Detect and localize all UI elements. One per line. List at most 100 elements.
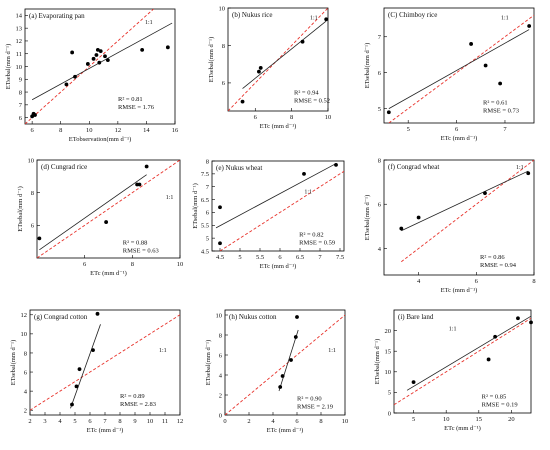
y-tick-label: 6 xyxy=(19,115,23,122)
x-tick-label: 5 xyxy=(238,254,241,261)
chart-panel-5: 4.5 5 5.5 6 6.5 7 7.5 4.5 5 5.5 6 6.5 7 7.5 8 (e) Nukus… xyxy=(192,158,345,270)
data-point xyxy=(70,402,74,407)
data-point xyxy=(278,385,283,389)
panel-title: (i) Bare land xyxy=(398,313,434,321)
panel-title: (b) Nukus rice xyxy=(232,11,272,19)
y-tick-label: 6 xyxy=(378,70,382,77)
data-point xyxy=(77,367,82,372)
x-tick-label: 3 xyxy=(43,418,46,425)
data-point xyxy=(493,334,498,339)
r-squared-label: R² = 0.61 xyxy=(483,100,508,107)
y-tick-label: 8 xyxy=(19,89,22,96)
y-axis-label: ETsebal(mm d⁻¹) xyxy=(374,339,381,385)
y-tick-label: 6 xyxy=(219,352,223,359)
panel-title: (h) Nukus cotton xyxy=(229,313,277,321)
y-axis-label: ETsebal(mm d⁻¹) xyxy=(192,183,199,229)
plot-frame xyxy=(227,7,329,112)
y-tick-label: 12 xyxy=(16,38,23,45)
data-point xyxy=(218,205,222,210)
one-to-one-line xyxy=(219,170,344,251)
x-tick-label: 5 xyxy=(407,126,410,133)
y-axis-label: ETsebal(mm d⁻¹) xyxy=(205,340,212,386)
y-tick-label: 4.5 xyxy=(201,248,209,255)
x-tick-label: 5 xyxy=(73,418,76,425)
one-to-one-label: 1:1 xyxy=(159,348,167,354)
data-point xyxy=(85,62,90,66)
y-tick-label: 12 xyxy=(21,312,28,319)
x-tick-label: 8 xyxy=(59,127,62,134)
y-tick-label: 10 xyxy=(219,5,226,12)
chart-panel-4: 6 8 10 6 8 10 (d) Cungrad rice 1:1 R² = 0.88RMSE… xyxy=(17,157,183,277)
x-axis-label: ETc (mm d⁻¹) xyxy=(267,427,304,434)
regression-line xyxy=(31,22,173,101)
data-point xyxy=(33,113,37,117)
chart-panel-8: 0 2 4 6 8 10 0 2 4 6 8 10 (h) Nukus cotton 1:1 R² = 0.… xyxy=(205,309,348,434)
y-tick-label: 20 xyxy=(385,328,392,335)
data-point xyxy=(144,164,149,169)
x-tick-label: 6 xyxy=(278,254,282,261)
data-point xyxy=(483,191,487,196)
one-to-one-label: 1:1 xyxy=(166,195,174,201)
y-tick-label: 5 xyxy=(378,106,381,113)
data-point xyxy=(37,236,42,241)
plot-frame xyxy=(211,160,345,252)
plot-frame xyxy=(224,309,346,416)
x-tick-label: 4.5 xyxy=(216,254,224,261)
x-axis-label: ETobservation(mm d⁻¹) xyxy=(69,136,132,143)
data-point xyxy=(140,47,145,52)
data-point xyxy=(498,81,503,86)
chart-panel-1: 6 8 10 12 14 16 6 7 8 9 10 11 12 13 14 (a) Evaporating … xyxy=(5,8,179,143)
data-point xyxy=(516,316,520,321)
y-tick-label: 6.5 xyxy=(201,197,209,204)
x-axis-label: ETc (mm d⁻¹) xyxy=(87,427,124,434)
data-point xyxy=(64,82,69,87)
x-tick-label: 6 xyxy=(295,418,299,425)
rmse-label: RMSE = 0.59 xyxy=(299,240,335,247)
y-axis-label: ETsebal(mm d⁻¹) xyxy=(208,37,215,83)
panel-title: (e) Nukus wheat xyxy=(216,164,262,172)
plot-frame xyxy=(29,309,181,416)
rmse-label: RMSE = 0.94 xyxy=(480,262,517,269)
regression-line xyxy=(406,315,531,391)
data-point xyxy=(165,45,170,50)
data-point xyxy=(280,374,285,378)
one-to-one-label: 1:1 xyxy=(516,165,524,171)
y-axis-label: ETsebal(mm d⁻¹) xyxy=(10,340,17,386)
x-axis-label: ETc (mm d⁻¹) xyxy=(444,425,481,432)
x-tick-label: 15 xyxy=(476,416,483,423)
regression-line xyxy=(215,163,337,229)
y-tick-label: 10 xyxy=(385,369,392,376)
x-axis-label: ETc (mm d⁻¹) xyxy=(90,270,127,277)
data-point xyxy=(469,42,473,46)
y-tick-label: 8 xyxy=(378,157,381,164)
data-point xyxy=(483,63,488,68)
one-to-one-line xyxy=(388,14,534,123)
x-tick-label: 14 xyxy=(143,127,150,134)
y-tick-label: 5 xyxy=(388,390,391,397)
data-point xyxy=(105,58,110,63)
y-tick-label: 6 xyxy=(24,369,28,376)
data-point xyxy=(295,315,299,319)
x-tick-label: 12 xyxy=(115,127,122,134)
y-tick-label: 8 xyxy=(222,43,225,50)
r-squared-label: R² = 0.88 xyxy=(123,239,148,246)
one-to-one-label: 1:1 xyxy=(304,189,312,195)
x-axis-label: ETc (mm d⁻¹) xyxy=(260,263,297,270)
y-tick-label: 11 xyxy=(16,51,22,58)
x-tick-label: 6.5 xyxy=(296,254,304,261)
one-to-one-line xyxy=(401,160,534,263)
panel-title: (a) Evaporating pan xyxy=(29,12,85,20)
plot-frame xyxy=(383,159,535,276)
x-tick-label: 20 xyxy=(508,416,515,423)
x-tick-label: 6 xyxy=(455,126,459,133)
y-tick-label: 7 xyxy=(206,184,210,191)
rmse-label: RMSE = 0.63 xyxy=(123,247,159,254)
x-tick-label: 8 xyxy=(118,418,121,425)
data-point xyxy=(91,348,95,352)
regression-line xyxy=(388,29,530,109)
x-tick-label: 5 xyxy=(412,416,415,423)
data-point xyxy=(70,50,75,55)
regression-line xyxy=(39,174,147,251)
x-tick-label: 8 xyxy=(532,278,535,285)
